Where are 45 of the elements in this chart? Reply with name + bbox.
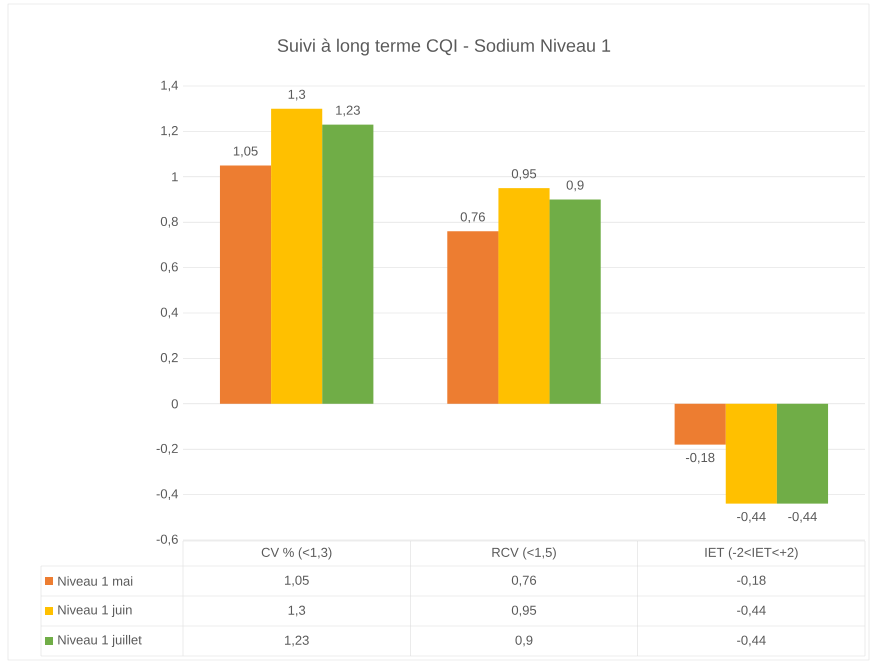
legend-label: Niveau 1 juillet — [58, 634, 142, 648]
text: 0,9 — [566, 180, 584, 192]
text: 0,95 — [512, 169, 536, 180]
text: -0,44 — [788, 512, 817, 523]
bar — [220, 165, 272, 404]
text: -0,18 — [686, 452, 714, 464]
y-tick-label: -0,2 — [156, 444, 178, 455]
x-tick-label: IET (-2<IET<+2) — [705, 547, 798, 560]
x-tick-label: CV % (<1,3) — [262, 547, 332, 560]
bar — [447, 231, 498, 404]
data-label: 1,23 — [285, 636, 309, 646]
text: 0,76 — [460, 212, 485, 224]
data-label: 0,9 — [515, 636, 532, 646]
y-tick-label: -0,4 — [156, 489, 178, 500]
data-label: 1,3 — [288, 606, 306, 616]
y-tick-label: 0 — [172, 399, 178, 408]
legend-label: Niveau 1 juin — [58, 604, 132, 618]
data-label: 0,95 — [512, 606, 536, 616]
text: 1,3 — [288, 90, 306, 100]
y-tick-label: -0,6 — [156, 534, 178, 546]
y-tick-label: 0,6 — [160, 262, 178, 273]
bar — [271, 108, 322, 404]
bar — [726, 404, 777, 504]
text: 1,23 — [336, 106, 360, 116]
chart-title: Suivi à long terme CQI - Sodium Niveau 1 — [278, 38, 610, 56]
data-label: 0,76 — [512, 576, 536, 586]
y-tick-label: 0,8 — [160, 216, 178, 228]
bar — [498, 188, 550, 404]
data-label: -0,44 — [737, 606, 766, 616]
y-tick-label: 1 — [172, 172, 178, 182]
y-tick-label: 1,4 — [161, 80, 178, 92]
y-tick-label: 0,4 — [160, 308, 178, 318]
data-label: -0,44 — [737, 636, 766, 646]
bar — [322, 124, 374, 404]
bar — [674, 404, 726, 445]
data-label: -0,18 — [737, 576, 766, 586]
data-label: 1,05 — [285, 576, 309, 586]
text: 1,05 — [234, 146, 258, 158]
legend-label: Niveau 1 mai — [58, 576, 132, 586]
bar — [776, 404, 828, 504]
y-tick-label: 1,2 — [161, 126, 178, 137]
text: -0,44 — [737, 512, 766, 523]
y-tick-label: 0,2 — [160, 353, 178, 364]
x-tick-label: RCV (<1,5) — [492, 547, 556, 560]
bar — [550, 200, 601, 404]
